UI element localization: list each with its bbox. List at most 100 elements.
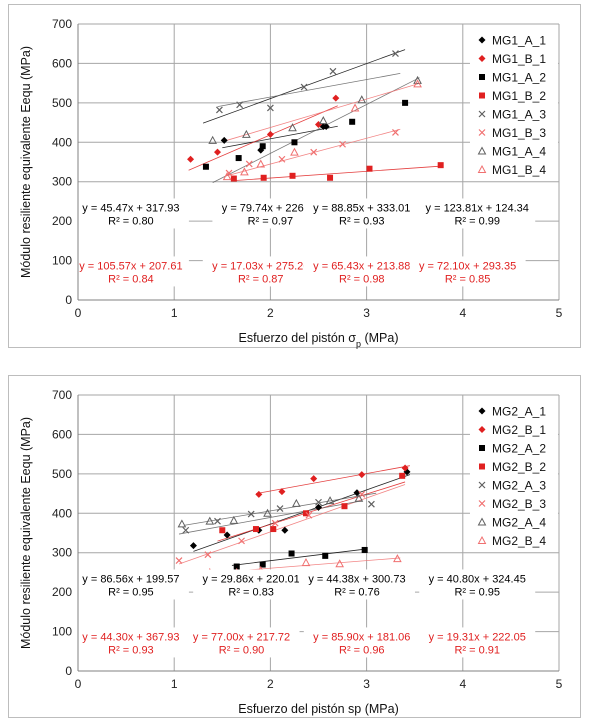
chart-panel-top: 0 100 200 300 400 500 600 700 0 1 2 3 4 5 y = 45.47x +… bbox=[0, 0, 589, 352]
data-point bbox=[289, 172, 296, 179]
r-squared-label: R² = 0.85 bbox=[445, 273, 491, 285]
data-point bbox=[214, 517, 221, 525]
trendline bbox=[217, 481, 406, 542]
r-squared-label: R² = 0.87 bbox=[238, 273, 284, 285]
chart-frame bbox=[8, 4, 581, 348]
equation-box bbox=[419, 198, 536, 229]
trendline bbox=[222, 83, 420, 143]
data-point bbox=[332, 94, 340, 102]
data-point bbox=[292, 498, 301, 507]
data-point bbox=[255, 490, 263, 498]
y-tick-label: 300 bbox=[52, 175, 72, 189]
x-tick-label: 1 bbox=[171, 677, 178, 691]
legend-marker bbox=[477, 146, 487, 155]
data-point bbox=[222, 172, 232, 181]
data-point bbox=[357, 95, 367, 104]
data-point bbox=[322, 552, 329, 559]
data-point bbox=[235, 155, 242, 162]
data-point bbox=[230, 175, 237, 182]
chart-frame bbox=[8, 375, 581, 718]
series-MG2_B_2 bbox=[219, 472, 406, 534]
scatter-chart-mg1: 0 100 200 300 400 500 600 700 0 1 2 3 4 5 y = 45.47x +… bbox=[19, 17, 563, 349]
trendline-equation: y = 123.81x + 124.34 bbox=[426, 202, 529, 214]
data-point bbox=[219, 527, 226, 534]
legend-marker bbox=[478, 407, 486, 415]
equation-box bbox=[202, 256, 319, 287]
trendline-equation: y = 79.74x + 226.75 bbox=[222, 202, 319, 214]
data-point bbox=[266, 104, 274, 112]
trendline-equation: y = 40.80x + 324.45 bbox=[429, 573, 526, 585]
data-point bbox=[437, 162, 444, 169]
data-point bbox=[240, 167, 249, 176]
x-axis-label: Esfuerzo del pistón sp (MPa) bbox=[238, 702, 399, 716]
y-tick-label: 500 bbox=[52, 467, 72, 481]
trendline bbox=[212, 77, 420, 183]
trendline-equation: y = 65.43x + 213.88 bbox=[313, 260, 410, 272]
legend-marker bbox=[479, 74, 485, 80]
y-tick-label: 700 bbox=[52, 388, 72, 402]
data-point bbox=[290, 147, 299, 156]
series-MG1_B_3 bbox=[225, 129, 399, 177]
data-point bbox=[367, 500, 375, 508]
legend-marker bbox=[479, 463, 485, 470]
legend-label: MG1_B_4 bbox=[492, 163, 546, 177]
legend-marker bbox=[479, 445, 485, 451]
data-point bbox=[325, 496, 335, 505]
y-tick-label: 0 bbox=[65, 664, 72, 678]
data-point bbox=[177, 519, 187, 528]
equation-box bbox=[193, 569, 310, 600]
data-point bbox=[354, 493, 364, 502]
legend-label: MG2_B_3 bbox=[492, 497, 546, 511]
data-point bbox=[213, 148, 221, 156]
y-axis-label: Módulo resiliente equivalente Eequ (MPa) bbox=[19, 417, 33, 649]
data-point bbox=[402, 99, 409, 106]
data-point bbox=[189, 542, 197, 550]
data-point bbox=[301, 558, 311, 567]
data-point bbox=[259, 143, 266, 150]
x-tick-label: 2 bbox=[267, 306, 274, 320]
legend-label: MG2_A_4 bbox=[492, 516, 546, 530]
equation-box bbox=[72, 627, 189, 658]
data-point bbox=[291, 139, 298, 146]
data-point bbox=[339, 140, 346, 148]
series-MG2_B_1 bbox=[255, 464, 409, 498]
trendline-equation: y = 105.57x + 207.61 bbox=[79, 260, 182, 272]
data-point bbox=[266, 130, 274, 138]
data-point bbox=[315, 498, 322, 506]
data-point bbox=[204, 551, 212, 559]
trendline bbox=[188, 105, 338, 171]
data-point bbox=[341, 503, 348, 510]
y-tick-label: 600 bbox=[52, 427, 72, 441]
equation-box bbox=[409, 256, 526, 287]
data-point bbox=[393, 554, 402, 563]
trendline-equation: y = 45.47x + 317.93 bbox=[82, 202, 179, 214]
r-squared-label: R² = 0.95 bbox=[454, 586, 500, 598]
data-point bbox=[223, 531, 231, 539]
data-point bbox=[358, 471, 366, 479]
data-point bbox=[392, 129, 399, 136]
data-point bbox=[182, 526, 190, 534]
data-point bbox=[288, 123, 297, 132]
y-tick-label: 400 bbox=[52, 506, 72, 520]
y-axis-label: Módulo resiliente equivalente Eequ (MPa) bbox=[19, 46, 33, 278]
legend-marker bbox=[478, 129, 486, 136]
data-point bbox=[187, 155, 195, 163]
series-MG1_B_2 bbox=[230, 162, 444, 182]
data-point bbox=[327, 174, 334, 181]
trendline-equation: y = 88.85x + 333.01 bbox=[313, 202, 410, 214]
data-point bbox=[349, 118, 356, 125]
y-tick-label: 0 bbox=[65, 293, 72, 307]
series-MG1_A_3 bbox=[215, 50, 399, 114]
x-tick-label: 4 bbox=[459, 306, 466, 320]
legend-label: MG1_B_2 bbox=[492, 89, 546, 103]
legend-marker bbox=[478, 55, 486, 62]
equation-box bbox=[419, 627, 536, 658]
trendline-equation: y = 44.38x + 300.73 bbox=[308, 573, 405, 585]
equation-box bbox=[72, 198, 189, 229]
trendline-equation: y = 17.03x + 275.26 bbox=[212, 260, 309, 272]
equation-box bbox=[303, 256, 420, 287]
legend-label: MG1_A_4 bbox=[492, 145, 546, 159]
r-squared-label: R² = 0.84 bbox=[108, 273, 154, 285]
trendline bbox=[178, 500, 362, 535]
data-point bbox=[238, 537, 245, 545]
